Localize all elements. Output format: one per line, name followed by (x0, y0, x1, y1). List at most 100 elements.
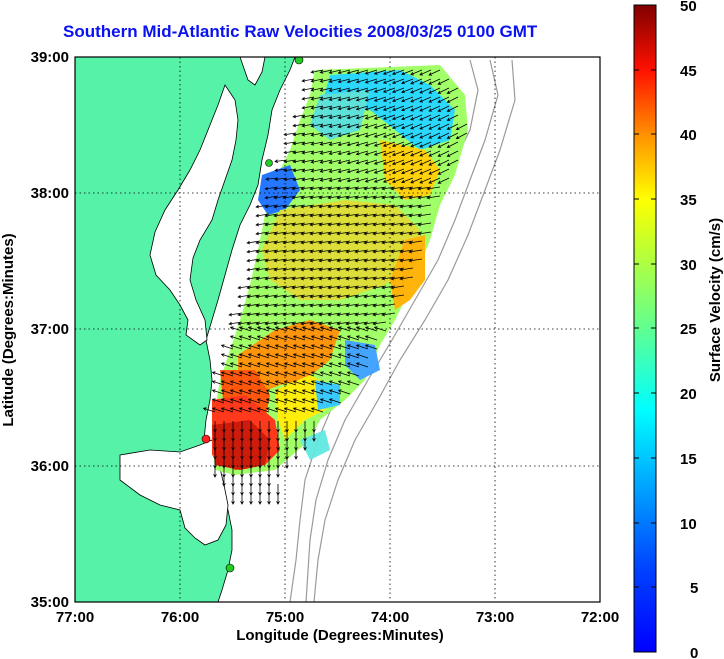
velocity-arrow (292, 353, 306, 359)
velocity-arrow (220, 380, 234, 386)
velocity-arrow (310, 69, 324, 74)
velocity-arrow (310, 87, 324, 92)
velocity-arrow (292, 398, 306, 404)
velocity-arrow (274, 380, 288, 386)
velocity-arrow (238, 389, 252, 395)
velocity-arrow (355, 150, 369, 156)
velocity-arrow (319, 114, 333, 119)
velocity-arrow (265, 407, 279, 413)
velocity-arrow (391, 114, 405, 121)
colorbar-tick-label: 35 (680, 192, 697, 209)
velocity-arrow (355, 362, 369, 368)
colorbar-tick-label: 40 (680, 127, 697, 144)
velocity-arrow (391, 105, 405, 112)
velocity-arrow (319, 87, 333, 92)
velocity-arrow (364, 335, 378, 341)
velocity-arrow (310, 132, 324, 137)
velocity-arrow (410, 168, 423, 175)
velocity-arrow (410, 69, 423, 76)
velocity-arrow (292, 159, 306, 164)
velocity-arrow (419, 105, 432, 112)
station-marker (201, 434, 211, 444)
velocity-arrow (213, 466, 217, 478)
velocity-arrow (202, 407, 216, 413)
velocity-arrow (373, 105, 387, 111)
velocity-arrow (319, 344, 333, 350)
velocity-arrow (428, 78, 441, 85)
velocity-arrow (274, 362, 288, 368)
x-tick-label: 72:00 (581, 609, 619, 626)
velocity-arrow (328, 132, 342, 137)
velocity-arrow (238, 380, 252, 386)
velocity-arrow (417, 231, 432, 236)
velocity-field (212, 65, 468, 475)
velocity-arrow (355, 105, 369, 111)
velocity-arrow (355, 344, 369, 350)
velocity-arrow (220, 389, 234, 395)
velocity-arrow (229, 326, 243, 332)
velocity-arrow (401, 69, 414, 76)
velocity-arrow (337, 326, 351, 332)
velocity-arrow (337, 114, 351, 120)
velocity-arrow (292, 362, 306, 368)
velocity-arrow (355, 353, 369, 359)
velocity-arrow (446, 123, 459, 130)
velocity-arrow (265, 380, 279, 386)
velocity-arrow (401, 168, 414, 175)
velocity-arrow (328, 150, 342, 155)
velocity-arrow (310, 362, 324, 368)
velocity-arrow (220, 371, 234, 377)
velocity-arrow (446, 114, 459, 121)
velocity-arrow (419, 132, 432, 139)
velocity-arrow (428, 114, 441, 121)
velocity-arrow (355, 123, 369, 129)
velocity-arrow (410, 87, 423, 94)
velocity-arrow (401, 78, 414, 85)
velocity-arrow (382, 69, 396, 75)
velocity-arrow (410, 159, 423, 166)
velocity-arrow (247, 389, 261, 395)
velocity-arrow (382, 105, 396, 111)
velocity-arrow (364, 132, 378, 138)
velocity-arrow (401, 150, 414, 157)
velocity-arrow (301, 114, 315, 119)
velocity-arrow (283, 389, 297, 395)
velocity-arrow (382, 96, 396, 102)
velocity-arrow (437, 168, 450, 175)
velocity-arrow (328, 353, 342, 359)
velocity-arrow (355, 87, 369, 93)
velocity-arrow (310, 159, 324, 164)
velocity-arrow (391, 177, 405, 184)
velocity-arrow (229, 335, 243, 341)
chesapeake-bay (149, 84, 239, 346)
velocity-arrow (373, 96, 387, 102)
velocity-arrow (364, 87, 378, 93)
velocity-arrow (346, 344, 360, 350)
velocity-arrow (301, 398, 315, 404)
velocity-arrow (391, 78, 405, 85)
velocity-arrow (346, 335, 360, 341)
plot-frame (74, 56, 601, 603)
velocity-arrow (373, 159, 387, 165)
station-marker (294, 57, 304, 65)
x-tick-label: 76:00 (161, 609, 199, 626)
colorbar-tick-label: 15 (680, 451, 697, 468)
velocity-arrow (310, 380, 324, 386)
velocity-arrow (410, 96, 423, 103)
velocity-arrow (391, 159, 405, 166)
velocity-arrow (364, 96, 378, 102)
velocity-arrow (247, 326, 261, 332)
velocity-arrow (391, 141, 405, 148)
velocity-arrow (283, 344, 297, 350)
velocity-arrow (265, 362, 279, 368)
velocity-arrow (364, 105, 378, 111)
velocity-arrow (390, 294, 405, 299)
velocity-arrow (401, 105, 414, 112)
x-tick-label: 73:00 (476, 609, 514, 626)
velocity-arrow (364, 141, 378, 147)
velocity-arrow (256, 335, 270, 341)
velocity-arrow (247, 362, 261, 368)
velocity-arrow (373, 150, 387, 156)
velocity-arrow (364, 159, 378, 165)
velocity-arrow (274, 407, 288, 413)
